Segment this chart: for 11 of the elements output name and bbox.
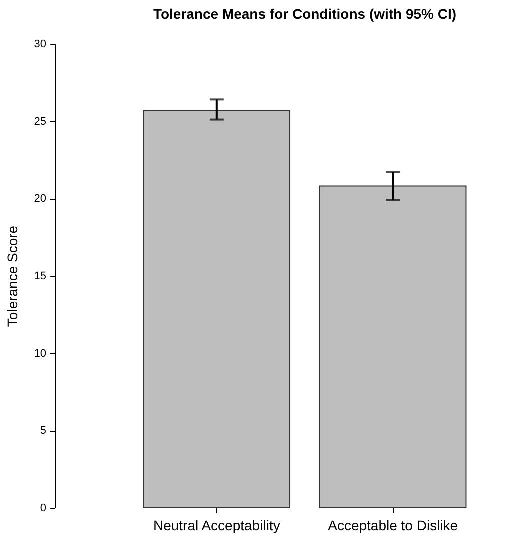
x-tick-label: Acceptable to Dislike <box>328 518 458 534</box>
y-tick-label: 25 <box>34 116 46 128</box>
y-tick-label: 30 <box>34 38 46 50</box>
y-tick-label: 0 <box>40 502 46 514</box>
x-tick-label: Neutral Acceptability <box>153 518 280 534</box>
y-axis-title: Tolerance Score <box>4 226 20 328</box>
y-tick-label: 5 <box>40 425 46 438</box>
y-tick-label: 15 <box>34 270 46 282</box>
y-tick-label: 20 <box>34 193 46 206</box>
chart-title: Tolerance Means for Conditions (with 95% CI) <box>153 6 457 22</box>
y-tick-label: 10 <box>34 348 46 360</box>
